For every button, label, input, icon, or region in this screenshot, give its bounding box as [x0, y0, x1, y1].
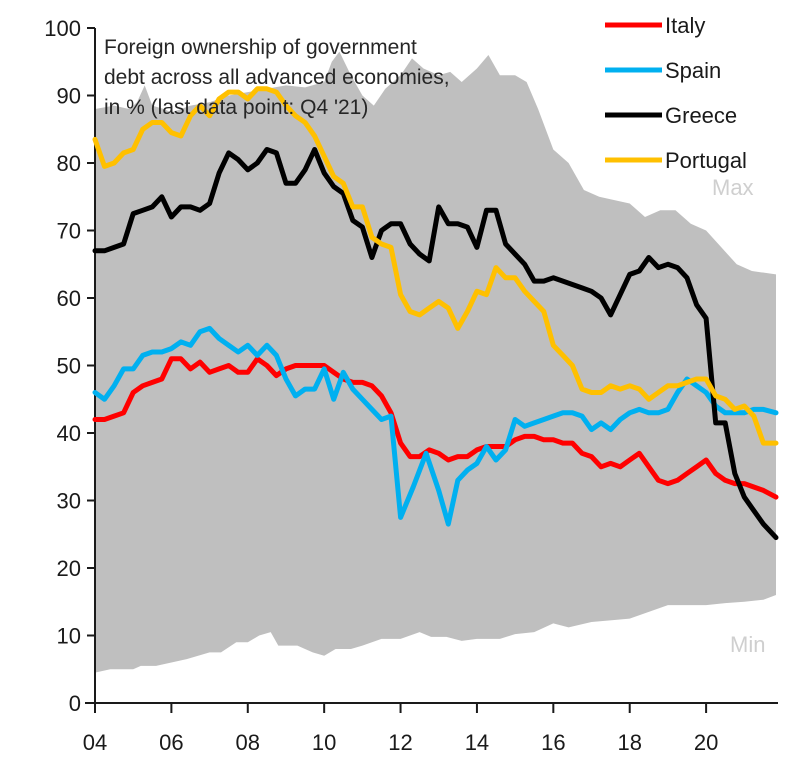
chart-title-line-2: debt across all advanced economies,	[104, 66, 450, 89]
x-tick-label: 04	[83, 730, 107, 755]
y-tick-label: 10	[57, 624, 81, 649]
band-max-label: Max	[712, 175, 754, 200]
y-tick-label: 50	[57, 354, 81, 379]
chart-title-line-3: in % (last data point: Q4 '21)	[104, 96, 368, 119]
series-line-italy	[92, 356, 779, 500]
x-tick-label: 16	[541, 730, 565, 755]
y-tick-label: 60	[57, 286, 81, 311]
y-tick-label: 40	[57, 421, 81, 446]
y-tick-label: 90	[57, 84, 81, 109]
y-tick-label: 0	[69, 691, 81, 716]
x-tick-label: 18	[617, 730, 641, 755]
y-tick-label: 70	[57, 219, 81, 244]
legend-label-portugal: Portugal	[665, 148, 747, 173]
y-tick-label: 100	[44, 16, 81, 41]
x-tick-label: 06	[159, 730, 183, 755]
series-line-portugal	[92, 86, 779, 446]
legend-label-greece: Greece	[665, 103, 737, 128]
band-min-label: Min	[730, 632, 765, 657]
x-tick-label: 20	[694, 730, 718, 755]
y-tick-label: 80	[57, 151, 81, 176]
axes: 0 10 20 30 40 50 60 70 80 90 100 04 06 08 10 12 14 16 18 20	[44, 16, 778, 755]
legend: Italy Spain Greece Portugal	[605, 13, 747, 173]
series-line-greece	[92, 147, 779, 541]
min-max-band	[95, 51, 776, 673]
x-tick-label: 14	[465, 730, 489, 755]
series-line-spain	[92, 325, 779, 527]
x-tick-label: 12	[388, 730, 412, 755]
legend-label-spain: Spain	[665, 58, 721, 83]
y-tick-label: 20	[57, 556, 81, 581]
x-tick-label: 10	[312, 730, 336, 755]
x-tick-label: 08	[236, 730, 260, 755]
y-tick-label: 30	[57, 489, 81, 514]
chart-title-line-1: Foreign ownership of government	[104, 36, 417, 59]
series-lines	[92, 86, 779, 541]
band-area	[95, 51, 776, 673]
chart-title: Foreign ownership of government debt acr…	[104, 36, 450, 119]
legend-label-italy: Italy	[665, 13, 705, 38]
